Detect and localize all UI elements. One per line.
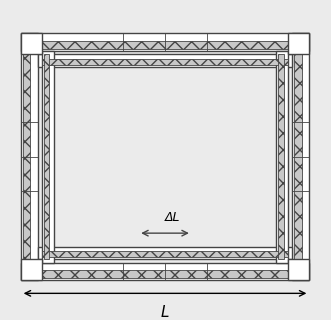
Bar	[42, 51, 54, 263]
Bar	[42, 270, 288, 278]
Bar	[278, 54, 284, 259]
Bar	[294, 54, 302, 259]
Text: L: L	[161, 305, 169, 320]
Bar	[292, 34, 309, 280]
Bar	[21, 259, 42, 280]
Bar	[21, 263, 309, 280]
Bar	[23, 54, 30, 259]
Bar	[38, 246, 292, 259]
Bar	[56, 69, 274, 244]
Bar	[288, 259, 309, 280]
Bar	[21, 34, 309, 51]
Bar	[21, 34, 38, 280]
Bar	[38, 54, 292, 67]
Text: ΔL: ΔL	[165, 211, 180, 224]
Bar	[42, 251, 288, 257]
Bar	[42, 59, 288, 65]
Bar	[44, 54, 49, 259]
Bar	[21, 34, 42, 54]
Bar	[42, 41, 288, 49]
Bar	[276, 51, 288, 263]
Bar	[288, 34, 309, 54]
